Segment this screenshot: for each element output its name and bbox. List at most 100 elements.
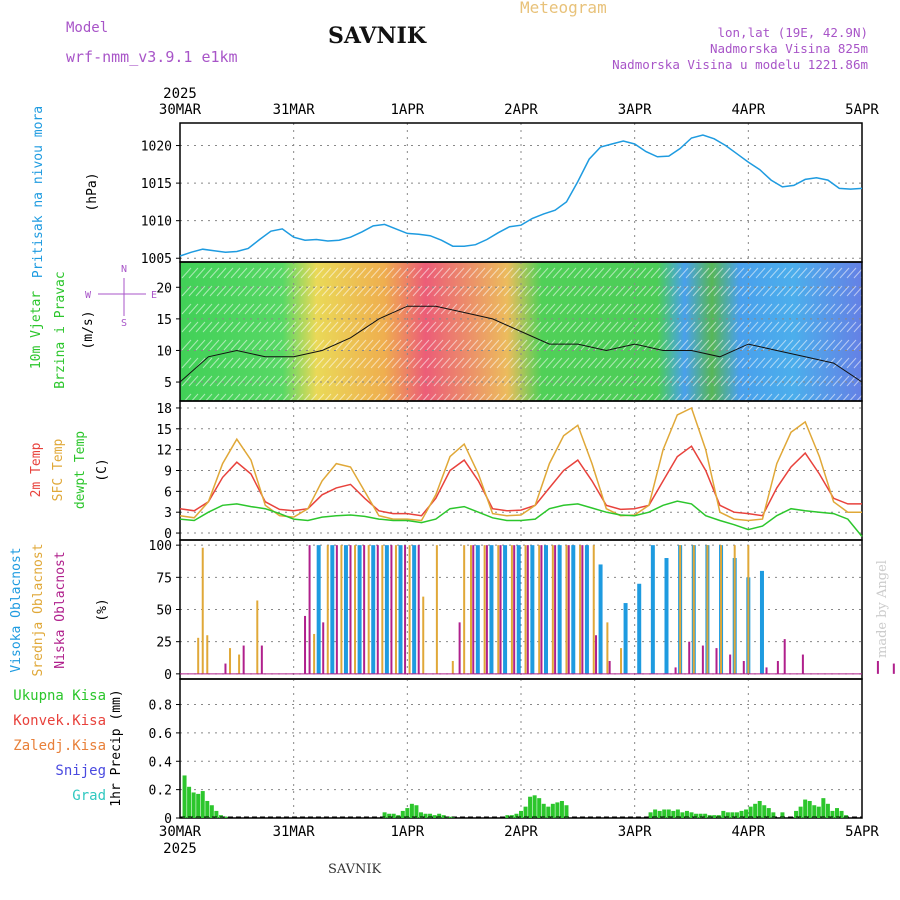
ytick-label-clouds: 75	[156, 571, 172, 586]
wind-barb	[573, 357, 584, 369]
wind-barb	[664, 375, 675, 387]
wind-barb	[573, 267, 584, 279]
temp-line-t2m	[179, 445, 862, 517]
wind-barb	[580, 357, 591, 369]
wind-barb	[440, 321, 451, 333]
precip-bar	[794, 810, 799, 818]
wind-barb	[349, 321, 360, 333]
wind-barb	[517, 339, 528, 351]
wind-barb	[482, 285, 493, 297]
precip-bar	[744, 809, 749, 818]
wind-barb	[783, 285, 794, 297]
precip-bar	[662, 809, 667, 818]
wind-barb	[713, 339, 724, 351]
wind-barb	[398, 357, 409, 369]
wind-barb	[195, 267, 206, 279]
precip-bar	[834, 808, 839, 818]
wind-barb	[405, 339, 416, 351]
wind-barb	[559, 285, 570, 297]
wind-barb	[321, 321, 332, 333]
wind-barb	[223, 303, 234, 315]
wind-barb	[769, 285, 780, 297]
wind-barb	[244, 375, 255, 387]
precip-bar	[541, 803, 546, 818]
cloud-bar-low_cloud	[701, 645, 704, 674]
wind-barb	[328, 303, 339, 315]
wind-barb	[314, 285, 325, 297]
precip-bar	[734, 812, 739, 818]
wind-barb	[846, 267, 857, 279]
wind-barb	[762, 303, 773, 315]
wind-barb	[195, 303, 206, 315]
wind-barb	[601, 321, 612, 333]
wind-barb	[440, 393, 451, 405]
wind-barb	[440, 339, 451, 351]
precip-bar	[537, 798, 542, 818]
time-label-bottom: 1APR	[390, 824, 424, 840]
precip-bar	[698, 813, 703, 818]
wind-barb	[237, 339, 248, 351]
wind-barb	[601, 339, 612, 351]
precip-bar	[753, 803, 758, 818]
precip-bar	[825, 803, 830, 818]
precip-bar	[694, 813, 699, 818]
wind-barb	[496, 375, 507, 387]
cloud-bar-mid_cloud	[394, 545, 397, 674]
precip-bar	[418, 812, 423, 818]
cloud-bar-low_cloud	[417, 545, 420, 674]
wind-barb	[503, 357, 514, 369]
wind-barb	[216, 321, 227, 333]
ytick-label-pressure: 1015	[141, 177, 172, 192]
wind-barb	[692, 357, 703, 369]
wind-barb	[538, 393, 549, 405]
cloud-bar-high_cloud	[475, 545, 480, 674]
wind-barb	[643, 393, 654, 405]
temp-unit: (C)	[95, 458, 110, 481]
wind-barb	[405, 375, 416, 387]
wind-barb	[692, 339, 703, 351]
wind-barb	[755, 321, 766, 333]
wind-barb	[384, 321, 395, 333]
ytick-label-temperature: 12	[156, 444, 172, 459]
wind-barb	[650, 393, 661, 405]
wind-barb	[650, 375, 661, 387]
wind-barb	[797, 285, 808, 297]
wind-barb	[818, 321, 829, 333]
cloud-bar-mid_cloud	[197, 637, 200, 674]
wind-barb	[587, 393, 598, 405]
wind-barb	[685, 321, 696, 333]
wind-barb	[454, 339, 465, 351]
wind-barb	[349, 375, 360, 387]
wind-barb	[377, 285, 388, 297]
wind-barb	[419, 393, 430, 405]
wind-barb	[216, 285, 227, 297]
wind-barb	[825, 285, 836, 297]
wind-barb	[307, 303, 318, 315]
wind-barb	[657, 357, 668, 369]
wind-barb	[398, 393, 409, 405]
wind-barb	[496, 393, 507, 405]
wind-barb	[216, 375, 227, 387]
wind-barb	[216, 393, 227, 405]
wind-barb	[615, 303, 626, 315]
cloud-bar-mid_cloud	[538, 545, 541, 674]
wind-barb	[559, 393, 570, 405]
wind-barb	[244, 303, 255, 315]
precip-bar	[191, 792, 196, 818]
precip-bar	[409, 803, 414, 818]
wind-barb	[251, 267, 262, 279]
wind-barb	[468, 357, 479, 369]
wind-barb	[468, 267, 479, 279]
ytick-label-clouds: 0	[164, 668, 172, 683]
wind-barb	[622, 303, 633, 315]
wind-barb	[251, 339, 262, 351]
cloud-bar-high_cloud	[530, 545, 535, 674]
wind-barb	[307, 393, 318, 405]
panel-frame-pressure	[179, 122, 863, 263]
ytick-label-temperature: 0	[164, 527, 172, 542]
time-label-top: 2APR	[504, 102, 538, 118]
wind-barb	[832, 375, 843, 387]
wind-barb	[363, 375, 374, 387]
wind-barb	[566, 339, 577, 351]
ytick-label-temperature: 9	[164, 465, 172, 480]
